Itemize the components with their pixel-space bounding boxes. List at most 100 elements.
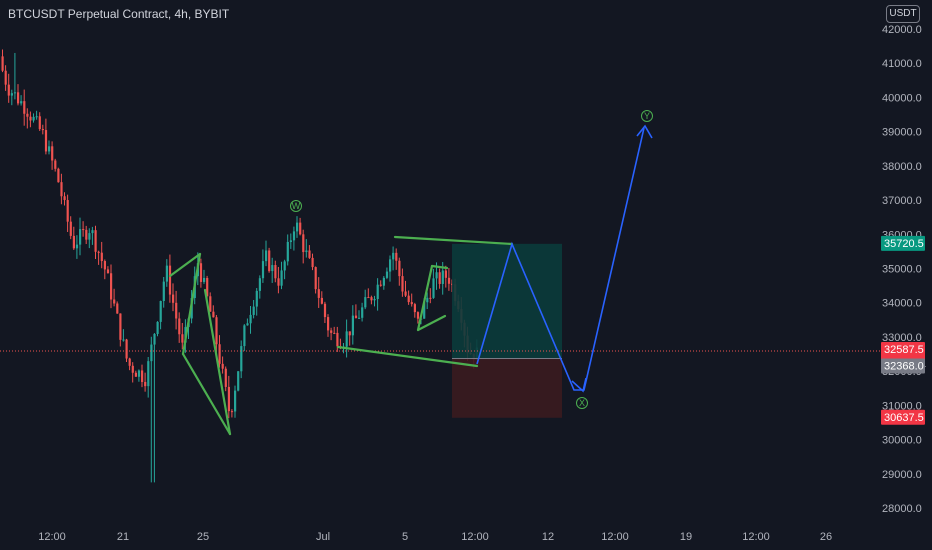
candles-group	[1, 49, 478, 483]
pattern-line	[168, 252, 202, 278]
projection-path	[476, 127, 645, 391]
candle-body	[131, 365, 134, 373]
wave-label-circle	[290, 200, 302, 212]
x-tick-label: 12	[542, 531, 554, 543]
candle-body	[246, 323, 249, 326]
price-tag-stop-value: 30637.5	[884, 412, 924, 424]
candle-body	[175, 302, 178, 319]
pattern-line	[416, 264, 434, 332]
candle-body	[392, 252, 395, 260]
candle-body	[82, 229, 85, 231]
candle-body	[144, 381, 147, 387]
candle-body	[41, 129, 44, 131]
x-tick-label: 5	[402, 531, 408, 543]
wave-label-circle	[576, 397, 588, 409]
candle-body	[17, 92, 20, 104]
candle-body	[283, 261, 286, 271]
candle-body	[54, 160, 57, 169]
candle-body	[125, 339, 128, 359]
y-tick-label: 28000.0	[882, 503, 922, 515]
y-tick-label: 39000.0	[882, 127, 922, 139]
y-tick-label: 37000.0	[882, 195, 922, 207]
candle-body	[296, 222, 299, 232]
candle-body	[268, 250, 271, 272]
y-tick-label: 40000.0	[882, 92, 922, 104]
candle-body	[1, 56, 4, 71]
candle-body	[29, 116, 32, 121]
candle-body	[165, 265, 168, 282]
candle-body	[178, 318, 181, 335]
candle-body	[116, 303, 119, 314]
wave-label-x: X	[579, 398, 585, 408]
wave-label-y: Y	[644, 111, 650, 121]
x-tick-label: 19	[680, 531, 692, 543]
candle-body	[447, 277, 451, 284]
candle-body	[358, 317, 361, 319]
y-tick-label: 34000.0	[882, 298, 922, 310]
price-tag-entry	[881, 358, 925, 374]
currency-button[interactable]: USDT	[886, 5, 920, 23]
candle-body	[385, 271, 389, 278]
candle-body	[162, 281, 165, 302]
y-tick-label: 41000.0	[882, 58, 922, 70]
candle-body	[199, 263, 203, 282]
candle-body	[432, 278, 435, 298]
pattern-line	[416, 314, 447, 332]
candle-body	[370, 297, 373, 301]
pattern-line	[181, 252, 202, 356]
candle-body	[423, 302, 426, 319]
candle-body	[401, 276, 404, 292]
candle-body	[113, 299, 116, 304]
candle-body	[280, 270, 283, 286]
candle-body	[311, 257, 314, 268]
y-tick-label: 31000.0	[882, 400, 922, 412]
pattern-line	[181, 352, 232, 436]
candle-body	[345, 331, 348, 347]
y-tick-label: 35000.0	[882, 264, 922, 276]
candle-body	[23, 101, 26, 114]
candle-body	[413, 304, 416, 313]
candle-body	[172, 294, 175, 303]
candle-body	[292, 231, 296, 241]
candle-body	[327, 317, 330, 331]
x-tick-label: 26	[820, 531, 832, 543]
candle-body	[277, 278, 280, 286]
candle-body	[215, 317, 218, 345]
price-tag-last-value: 32587.5	[884, 344, 924, 356]
candle-body	[249, 314, 252, 324]
candle-body	[227, 386, 230, 412]
candle-body	[308, 250, 311, 258]
candle-body	[258, 278, 261, 291]
candle-body	[203, 277, 206, 282]
candle-body	[79, 229, 82, 245]
y-tick-label: 38000.0	[882, 161, 922, 173]
pattern-line	[336, 345, 479, 368]
time-axis[interactable]: 12:00 21 25 Jul 5 12:00 12 12:00 19 12:00 26	[38, 531, 832, 543]
x-tick-label: 12:00	[742, 531, 770, 543]
candle-body	[212, 311, 215, 318]
candle-body	[63, 196, 66, 201]
wave-label-w: W	[292, 201, 301, 211]
candle-body	[398, 260, 401, 277]
candle-body	[110, 273, 113, 300]
candle-body	[261, 261, 265, 279]
candle-body	[407, 295, 410, 303]
price-tag-stop	[881, 409, 925, 425]
candle-body	[438, 272, 441, 284]
candle-body	[159, 301, 162, 322]
price-axis[interactable]: 42000.0 41000.0 40000.0 39000.0 38000.0 37000…	[882, 24, 922, 515]
candle-body	[426, 297, 429, 303]
candle-body	[94, 230, 97, 252]
candle-body	[38, 116, 41, 130]
candle-body	[367, 297, 370, 299]
chart-title: BTCUSDT Perpetual Contract, 4h, BYBIT	[8, 7, 230, 21]
y-tick-label: 33000.0	[882, 332, 922, 344]
candle-body	[364, 297, 367, 308]
candle-body	[20, 101, 23, 104]
stop-zone	[452, 358, 562, 418]
candle-body	[416, 312, 420, 319]
candle-body	[361, 307, 364, 318]
candle-body	[286, 241, 289, 262]
